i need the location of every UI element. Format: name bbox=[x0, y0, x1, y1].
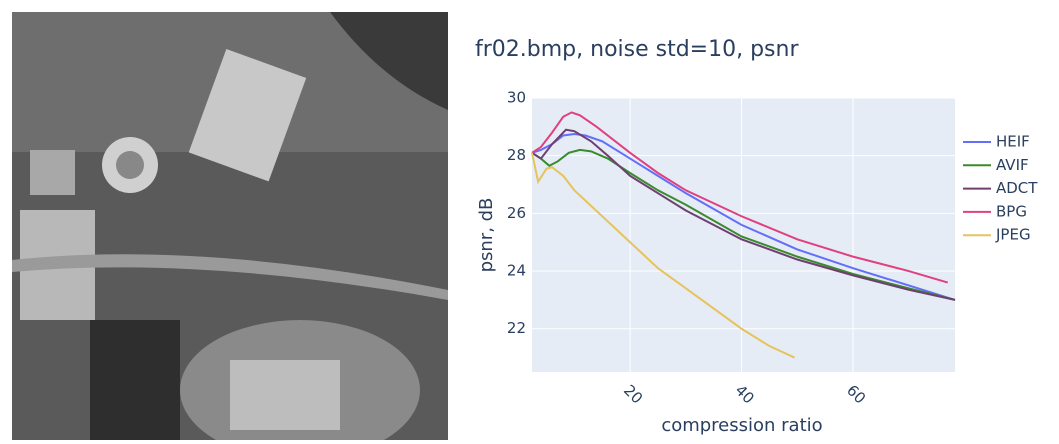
x-tick-label: 60 bbox=[843, 381, 869, 407]
y-tick-label: 26 bbox=[507, 204, 526, 222]
legend-label: BPG bbox=[996, 202, 1027, 220]
chart-title: fr02.bmp, noise std=10, psnr bbox=[475, 37, 799, 62]
series-line bbox=[531, 152, 795, 359]
y-tick-label: 28 bbox=[507, 146, 526, 164]
x-tick-label: 20 bbox=[620, 381, 646, 407]
legend-label: AVIF bbox=[996, 156, 1029, 174]
y-tick-label: 30 bbox=[507, 89, 526, 107]
plot-area bbox=[532, 98, 955, 372]
legend-label: ADCT bbox=[996, 179, 1038, 197]
legend-label: HEIF bbox=[996, 133, 1030, 151]
legend-label: JPEG bbox=[995, 226, 1031, 244]
x-axis-label: compression ratio bbox=[661, 415, 822, 436]
y-tick-label: 22 bbox=[507, 319, 526, 337]
x-tick-label: 40 bbox=[732, 381, 758, 407]
aerial-photo bbox=[12, 12, 448, 444]
y-axis-label: psnr, dB bbox=[476, 198, 497, 273]
series-line bbox=[531, 128, 956, 301]
y-tick-label: 24 bbox=[507, 262, 526, 280]
series-line bbox=[531, 111, 949, 284]
